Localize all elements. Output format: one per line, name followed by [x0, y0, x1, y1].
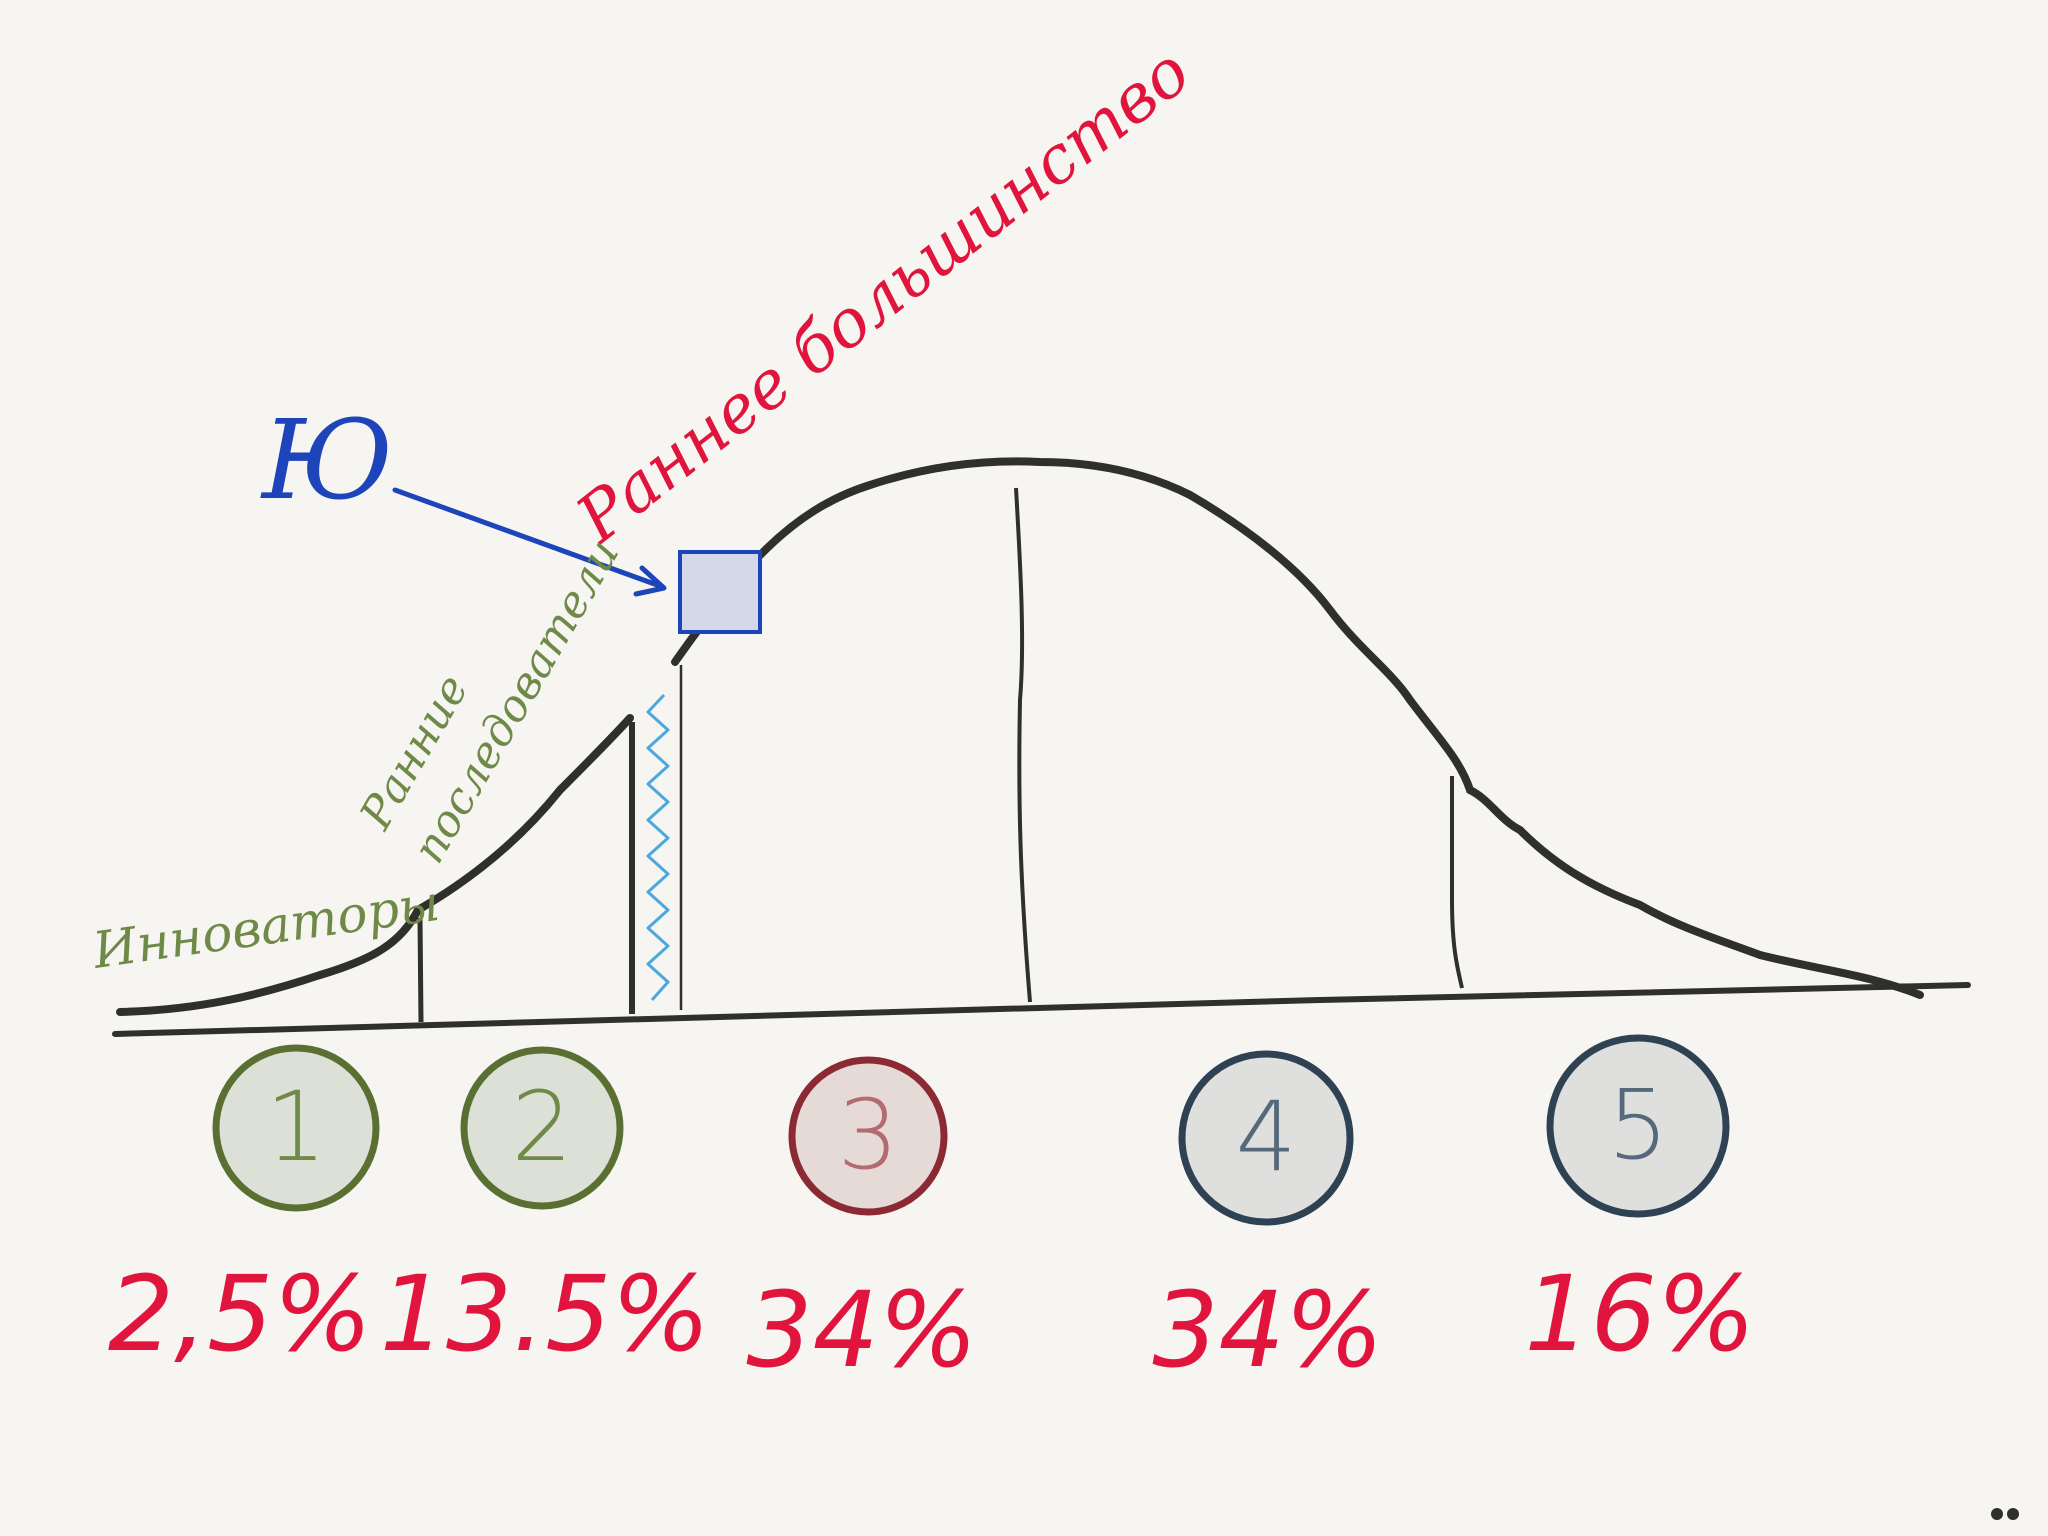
segment-circle	[1546, 1034, 1730, 1218]
segment-number: 3	[837, 1079, 898, 1191]
segment-percent: 13.5%	[380, 1253, 710, 1375]
segment-number: 5	[1607, 1069, 1668, 1181]
bell-curve-right	[671, 457, 1924, 999]
segment-circle	[1178, 1050, 1354, 1226]
arrow-to-marker	[392, 487, 663, 589]
you-are-here-marker	[678, 550, 762, 634]
divider-line-5	[1450, 776, 1464, 989]
segments-layer: 1 2,5% 2 13.5% 3 34% 4 34% 5 16%	[108, 1034, 1756, 1391]
segment-circle	[212, 1044, 380, 1212]
baseline	[112, 982, 1971, 1037]
segment-1: 1 2,5%	[108, 1044, 380, 1375]
segment-percent: 34%	[1152, 1269, 1383, 1391]
segment-percent: 34%	[746, 1269, 977, 1391]
divider-line-1	[417, 917, 424, 1023]
segment-3: 3 34%	[746, 1056, 978, 1391]
divider-line-4	[1014, 487, 1032, 1003]
segment-percent: 16%	[1524, 1253, 1755, 1375]
segment-2: 2 13.5%	[380, 1046, 710, 1375]
segment-5: 5 16%	[1524, 1034, 1756, 1375]
you-label: Ю	[260, 396, 393, 524]
segment-circle	[788, 1056, 948, 1216]
segment-4: 4 34%	[1152, 1050, 1384, 1391]
innovators-label: Инноваторы	[89, 874, 443, 980]
segment-number: 1	[265, 1071, 326, 1183]
segment-number: 4	[1235, 1081, 1296, 1193]
segment-number: 2	[511, 1071, 572, 1183]
arrow-head-icon	[633, 565, 667, 597]
segment-percent: 2,5%	[108, 1253, 372, 1375]
more-dots-icon[interactable]	[1991, 1508, 2019, 1520]
chasm-hatch	[646, 693, 670, 1001]
segment-circle	[460, 1046, 624, 1210]
bell-curve-left	[116, 714, 634, 1016]
